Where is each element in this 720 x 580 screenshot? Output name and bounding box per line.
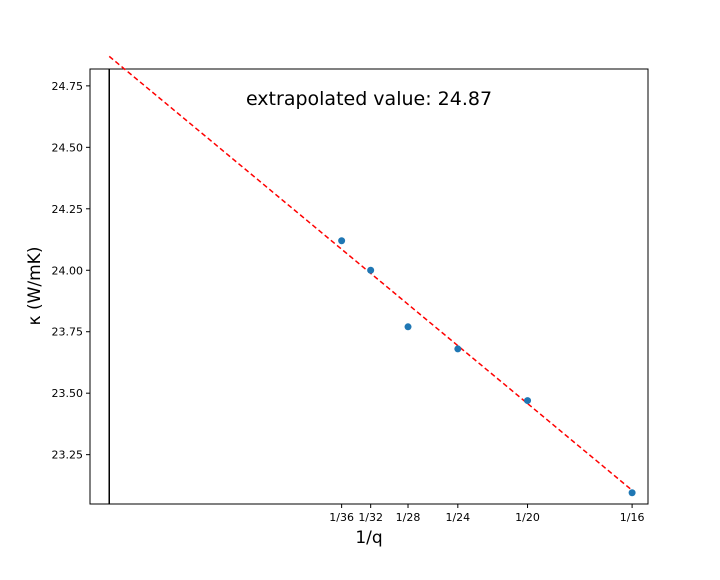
x-axis-ticks: 1/36 1/32 1/28 1/24 1/20 1/16 — [329, 504, 644, 524]
data-point — [628, 489, 636, 497]
data-point — [367, 266, 375, 274]
x-tick-label: 1/16 — [620, 511, 645, 524]
x-tick-label: 1/20 — [515, 511, 540, 524]
data-point — [338, 237, 346, 245]
data-point — [404, 323, 412, 331]
y-tick-label: 24.50 — [52, 141, 84, 154]
y-tick-label: 23.75 — [52, 326, 84, 339]
plot-area — [89, 68, 649, 505]
x-tick-label: 1/28 — [396, 511, 421, 524]
x-tick-label: 1/32 — [358, 511, 383, 524]
y-tick-label: 24.75 — [52, 80, 84, 93]
y-axis-label: κ (W/mK) — [25, 247, 45, 326]
y-tick-label: 24.00 — [52, 264, 84, 277]
x-axis-label: 1/q — [355, 528, 382, 548]
chart-marks — [108, 55, 636, 504]
x-tick-label: 1/24 — [445, 511, 470, 524]
data-point — [524, 397, 532, 405]
y-tick-label: 23.25 — [52, 449, 84, 462]
y-tick-label: 23.50 — [52, 387, 84, 400]
x-tick-label: 1/36 — [329, 511, 354, 524]
y-tick-label: 24.25 — [52, 203, 84, 216]
data-point — [454, 345, 462, 353]
y-axis-ticks: 23.25 23.50 23.75 24.00 24.25 24.50 24.75 — [52, 80, 90, 462]
chart-annotation: extrapolated value: 24.87 — [246, 88, 492, 110]
